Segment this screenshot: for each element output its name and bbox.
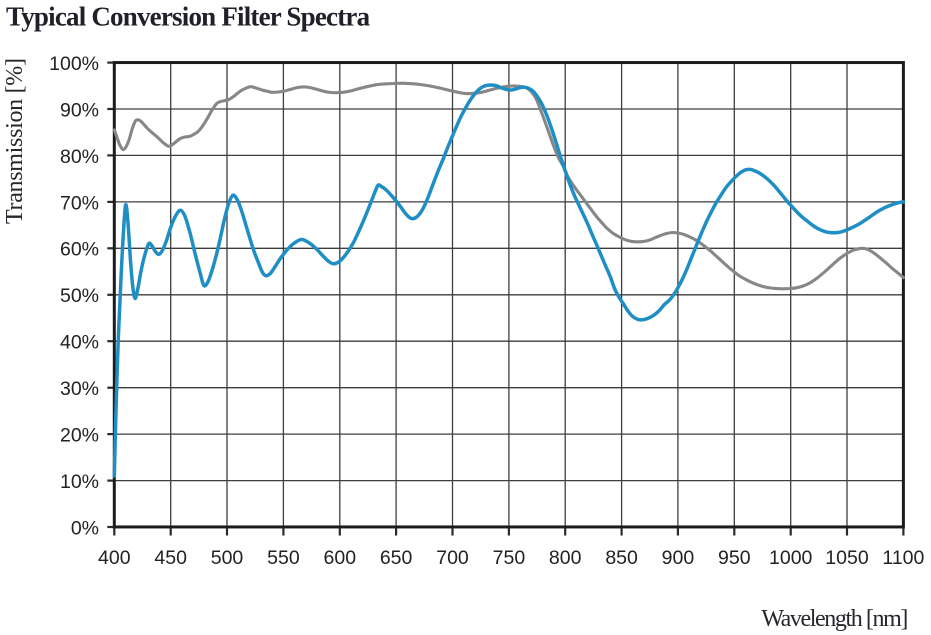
svg-text:1050: 1050 <box>825 547 869 569</box>
svg-text:90%: 90% <box>60 99 99 121</box>
svg-text:400: 400 <box>98 547 131 569</box>
svg-text:500: 500 <box>211 547 244 569</box>
svg-text:600: 600 <box>324 547 357 569</box>
svg-text:950: 950 <box>718 547 751 569</box>
svg-text:850: 850 <box>605 547 638 569</box>
svg-text:70%: 70% <box>60 192 99 214</box>
svg-text:700: 700 <box>436 547 469 569</box>
svg-text:60%: 60% <box>60 239 99 261</box>
svg-text:80%: 80% <box>60 146 99 168</box>
svg-text:800: 800 <box>549 547 582 569</box>
svg-text:10%: 10% <box>60 471 99 493</box>
svg-text:40%: 40% <box>60 332 99 354</box>
svg-text:0%: 0% <box>71 517 99 539</box>
svg-text:Transmission [%]: Transmission [%] <box>2 58 28 224</box>
svg-text:20%: 20% <box>60 425 99 447</box>
svg-text:Wavelength [nm]: Wavelength [nm] <box>761 606 907 632</box>
svg-text:650: 650 <box>380 547 413 569</box>
svg-text:900: 900 <box>662 547 695 569</box>
svg-text:1100: 1100 <box>882 547 924 569</box>
svg-text:Typical Conversion Filter Spec: Typical Conversion Filter Spectra <box>6 2 371 32</box>
svg-text:550: 550 <box>267 547 300 569</box>
svg-text:1000: 1000 <box>769 547 813 569</box>
svg-text:30%: 30% <box>60 378 99 400</box>
svg-text:50%: 50% <box>60 285 99 307</box>
svg-text:750: 750 <box>493 547 526 569</box>
svg-text:100%: 100% <box>49 53 99 75</box>
svg-text:450: 450 <box>154 547 187 569</box>
